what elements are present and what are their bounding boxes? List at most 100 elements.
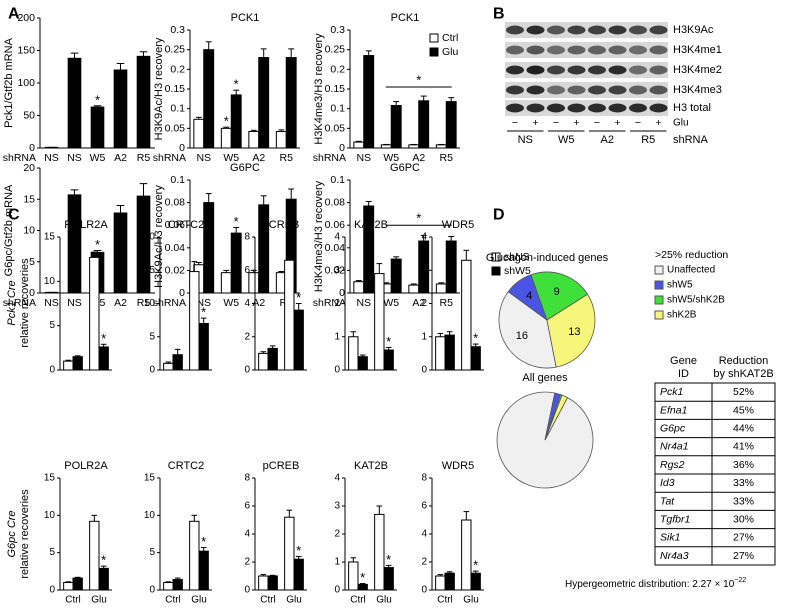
blot-band bbox=[567, 103, 586, 113]
error-bar bbox=[139, 183, 148, 197]
error-bar bbox=[350, 331, 357, 337]
blot-strip bbox=[505, 62, 668, 78]
error-bar bbox=[350, 557, 357, 562]
chart-title: WDR5 bbox=[442, 460, 474, 472]
error-bar bbox=[355, 140, 362, 143]
error-bar bbox=[205, 193, 212, 203]
y-tick-label: 0 bbox=[339, 142, 345, 154]
bar bbox=[374, 513, 385, 591]
error-bar bbox=[410, 283, 417, 286]
blot-band bbox=[649, 25, 668, 35]
y-tick-label: 20 bbox=[144, 232, 156, 243]
error-bar bbox=[70, 52, 79, 59]
bar bbox=[113, 69, 128, 149]
table-header: Gene bbox=[670, 355, 697, 367]
error-bar bbox=[385, 564, 392, 568]
x-tick-label: Glu bbox=[191, 595, 207, 606]
x-tick-label: A2 bbox=[252, 152, 265, 164]
error-bar bbox=[91, 251, 98, 258]
slice-label: 13 bbox=[568, 326, 580, 338]
error-bar bbox=[365, 50, 372, 56]
blot-row-label: H3 total bbox=[673, 102, 711, 114]
bar bbox=[248, 130, 260, 149]
bar bbox=[445, 101, 457, 149]
x-tick-label: W5 bbox=[223, 152, 239, 164]
y-tick-label: 1 bbox=[334, 331, 340, 342]
y-tick-label: 0.06 bbox=[165, 219, 186, 231]
y-tick-label: 0 bbox=[149, 365, 155, 376]
legend-swatch bbox=[429, 47, 439, 57]
group-label: R5 bbox=[641, 134, 655, 146]
group-label: NS bbox=[518, 134, 533, 146]
footnote-text: Hypergeometric distribution: 2.27 × 10 bbox=[565, 579, 735, 590]
legend-swatch bbox=[491, 252, 501, 262]
blot-row-label: H3K4me2 bbox=[673, 64, 722, 76]
legend-label: shW5/shK2B bbox=[667, 295, 725, 306]
bar bbox=[203, 49, 215, 149]
slice-label: 16 bbox=[516, 330, 528, 342]
x-tick-label: Ctrl bbox=[165, 595, 181, 606]
bar bbox=[198, 550, 209, 591]
error-bar bbox=[233, 89, 240, 95]
x-tick-label: R5 bbox=[137, 297, 151, 309]
error-bar bbox=[260, 48, 267, 58]
bar bbox=[275, 130, 287, 149]
y-tick-label: 5 bbox=[149, 547, 155, 558]
bar bbox=[408, 144, 420, 149]
bar bbox=[461, 259, 472, 371]
bar bbox=[461, 519, 472, 591]
y-tick-label: 5 bbox=[29, 256, 35, 268]
blot-band bbox=[567, 25, 586, 35]
y-tick-label: 10 bbox=[23, 225, 35, 237]
x-tick-label: NS bbox=[196, 297, 211, 309]
blot-band bbox=[526, 65, 545, 75]
y-tick-label: 0 bbox=[421, 365, 427, 376]
bar bbox=[98, 346, 109, 371]
blot-band bbox=[608, 103, 627, 113]
treatment-sign: − bbox=[512, 117, 518, 129]
x-tick-label: NS bbox=[67, 152, 82, 164]
error-bar bbox=[376, 263, 383, 274]
y-tick-label: 0.2 bbox=[330, 63, 345, 75]
legend-title: >25% reduction bbox=[655, 249, 728, 261]
y-tick-label: 0 bbox=[339, 287, 345, 299]
gene-id: Tat bbox=[660, 495, 675, 507]
error-bar bbox=[260, 574, 267, 576]
significance-star: * bbox=[386, 334, 391, 349]
blot-band bbox=[547, 103, 565, 113]
treatment-sign: − bbox=[635, 117, 641, 129]
blot-band bbox=[629, 103, 647, 113]
bar bbox=[90, 106, 105, 149]
significance-star: * bbox=[416, 211, 421, 226]
x-tick-label: W5 bbox=[383, 152, 399, 164]
y-tick-label: 150 bbox=[17, 45, 35, 57]
error-bar bbox=[295, 303, 302, 311]
error-bar bbox=[295, 555, 302, 560]
gene-id: G6pc bbox=[660, 423, 686, 435]
y-tick-label: 15 bbox=[144, 265, 156, 276]
y-tick-label: 0 bbox=[149, 585, 155, 596]
bar bbox=[418, 100, 430, 149]
y-tick-label: 2 bbox=[334, 529, 340, 540]
error-bar bbox=[446, 571, 453, 574]
x-tick-label: Ctrl bbox=[437, 595, 453, 606]
bar bbox=[67, 194, 82, 294]
y-tick-label: 0 bbox=[244, 365, 250, 376]
y-tick-label: 0.3 bbox=[330, 24, 345, 36]
y-tick-label: 0.08 bbox=[325, 197, 346, 209]
reduction: 27% bbox=[733, 550, 754, 562]
bar bbox=[172, 354, 183, 371]
error-bar bbox=[472, 570, 479, 574]
chart-title: KAT2B bbox=[354, 460, 388, 472]
gene-id: Id3 bbox=[660, 477, 675, 489]
reduction: 36% bbox=[733, 459, 754, 471]
blot-band bbox=[588, 103, 606, 113]
error-bar bbox=[200, 546, 207, 552]
y-tick-label: 4 bbox=[334, 232, 340, 243]
panel-label: D bbox=[493, 207, 505, 224]
blot-band bbox=[649, 45, 668, 55]
error-bar bbox=[65, 359, 72, 362]
bar bbox=[390, 258, 402, 294]
chart-title: CRTC2 bbox=[168, 219, 204, 231]
bar bbox=[193, 118, 205, 149]
